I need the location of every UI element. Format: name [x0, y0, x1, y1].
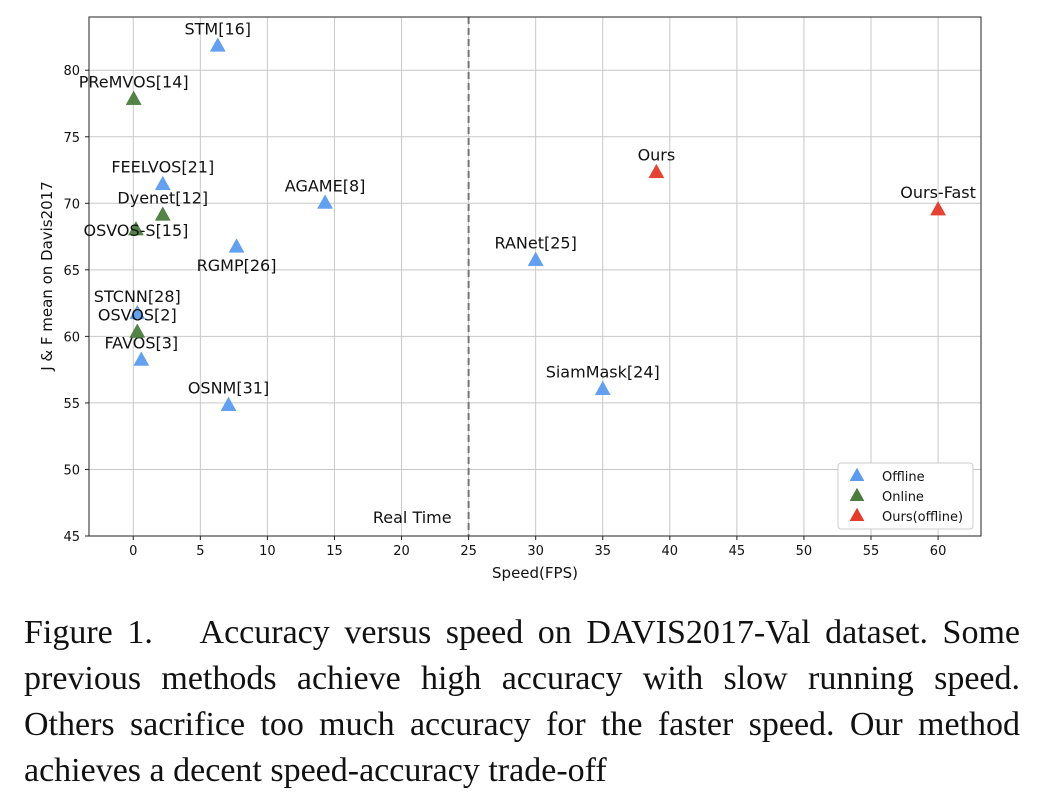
x-tick-label: 15 — [326, 544, 343, 559]
point-favos-3 — [133, 351, 150, 366]
legend-label: Ours(offline) — [882, 510, 963, 525]
point-ranet-25 — [527, 251, 544, 266]
real-time-label: Real Time — [373, 508, 452, 527]
point-label: Ours — [638, 146, 676, 165]
grid — [85, 17, 981, 540]
legend-label: Offline — [882, 470, 925, 485]
x-tick-label: 45 — [729, 544, 746, 559]
point-rgmp-26 — [228, 238, 245, 253]
y-tick-label: 55 — [63, 397, 80, 412]
point-label: SiamMask[24] — [546, 363, 660, 382]
real-time-line-layer: Real Time — [373, 17, 470, 536]
point-stm-16 — [209, 37, 226, 52]
x-tick-labels: 0 5 10 15 20 25 30 35 40 45 50 55 60 — [129, 544, 946, 559]
x-tick-label: 35 — [594, 544, 611, 559]
legend: Offline Online Ours(offline) — [837, 462, 974, 530]
legend-marker — [849, 487, 865, 502]
point-label: FAVOS[3] — [104, 333, 178, 352]
x-tick-label: 60 — [930, 544, 947, 559]
point-label: PReMVOS[14] — [79, 73, 189, 92]
x-tick-label: 55 — [863, 544, 880, 559]
point-label: RGMP[26] — [197, 256, 277, 275]
legend-label: Online — [882, 490, 924, 505]
point-feelvos-21 — [154, 175, 171, 191]
scatter-chart: Real Time 0 5 10 15 20 25 30 35 40 45 50 55 60 45 50 5… — [38, 16, 982, 582]
figure-caption: Figure 1. Accuracy versus speed on DAVIS… — [24, 614, 1020, 789]
point-label: STM[16] — [184, 19, 251, 38]
x-tick-label: 0 — [129, 544, 137, 559]
point-siammask-24 — [594, 380, 611, 395]
y-tick-label: 45 — [63, 530, 80, 545]
point-label: Dyenet[12] — [117, 188, 208, 207]
point-label: OSNM[31] — [188, 379, 269, 398]
point-label: STCNN[28] — [94, 287, 181, 306]
x-tick-label: 30 — [527, 544, 544, 559]
point-osvos-s-15 — [128, 221, 144, 236]
point-label: Ours-Fast — [900, 183, 976, 202]
x-tick-label: 5 — [196, 544, 204, 559]
legend-box — [837, 462, 974, 530]
point-ours — [648, 163, 665, 179]
y-tick-label: 70 — [63, 197, 80, 212]
point-label: AGAME[8] — [285, 176, 366, 195]
point-ours-fast — [930, 201, 947, 216]
y-tick-label: 65 — [63, 264, 80, 279]
y-tick-label: 80 — [63, 64, 80, 79]
x-tick-label: 25 — [460, 544, 477, 559]
x-tick-label: 40 — [662, 544, 679, 559]
point-premvos-14 — [125, 90, 142, 105]
y-tick-label: 50 — [63, 463, 80, 478]
legend-marker — [849, 467, 865, 482]
legend-marker — [849, 507, 865, 522]
x-tick-label: 20 — [393, 544, 410, 559]
point-label: FEELVOS[21] — [111, 158, 214, 177]
point-stcnn-28 — [129, 304, 146, 320]
point-agame-8 — [317, 194, 334, 209]
data-points: STM[16] FEELVOS[21] AGAME[8] RGMP[26] RANet[… — [79, 19, 976, 411]
y-tick-label: 75 — [63, 131, 80, 146]
plot-frame — [88, 16, 982, 537]
point-dyenet-12 — [154, 206, 171, 221]
y-tick-labels: 45 50 55 60 65 70 75 80 — [63, 64, 80, 545]
x-tick-label: 50 — [796, 544, 813, 559]
x-axis-label: Speed(FPS) — [492, 564, 578, 582]
point-label: OSVOS-S[15] — [83, 221, 188, 240]
point-osnm-31 — [220, 396, 237, 411]
x-tick-label: 10 — [259, 544, 276, 559]
point-label: RANet[25] — [494, 234, 576, 253]
point-osvos-2 — [129, 323, 146, 338]
y-tick-label: 60 — [63, 330, 80, 345]
point-label: OSVOS[2] — [98, 305, 177, 324]
y-axis-label: J & F mean on Davis2017 — [38, 181, 56, 372]
